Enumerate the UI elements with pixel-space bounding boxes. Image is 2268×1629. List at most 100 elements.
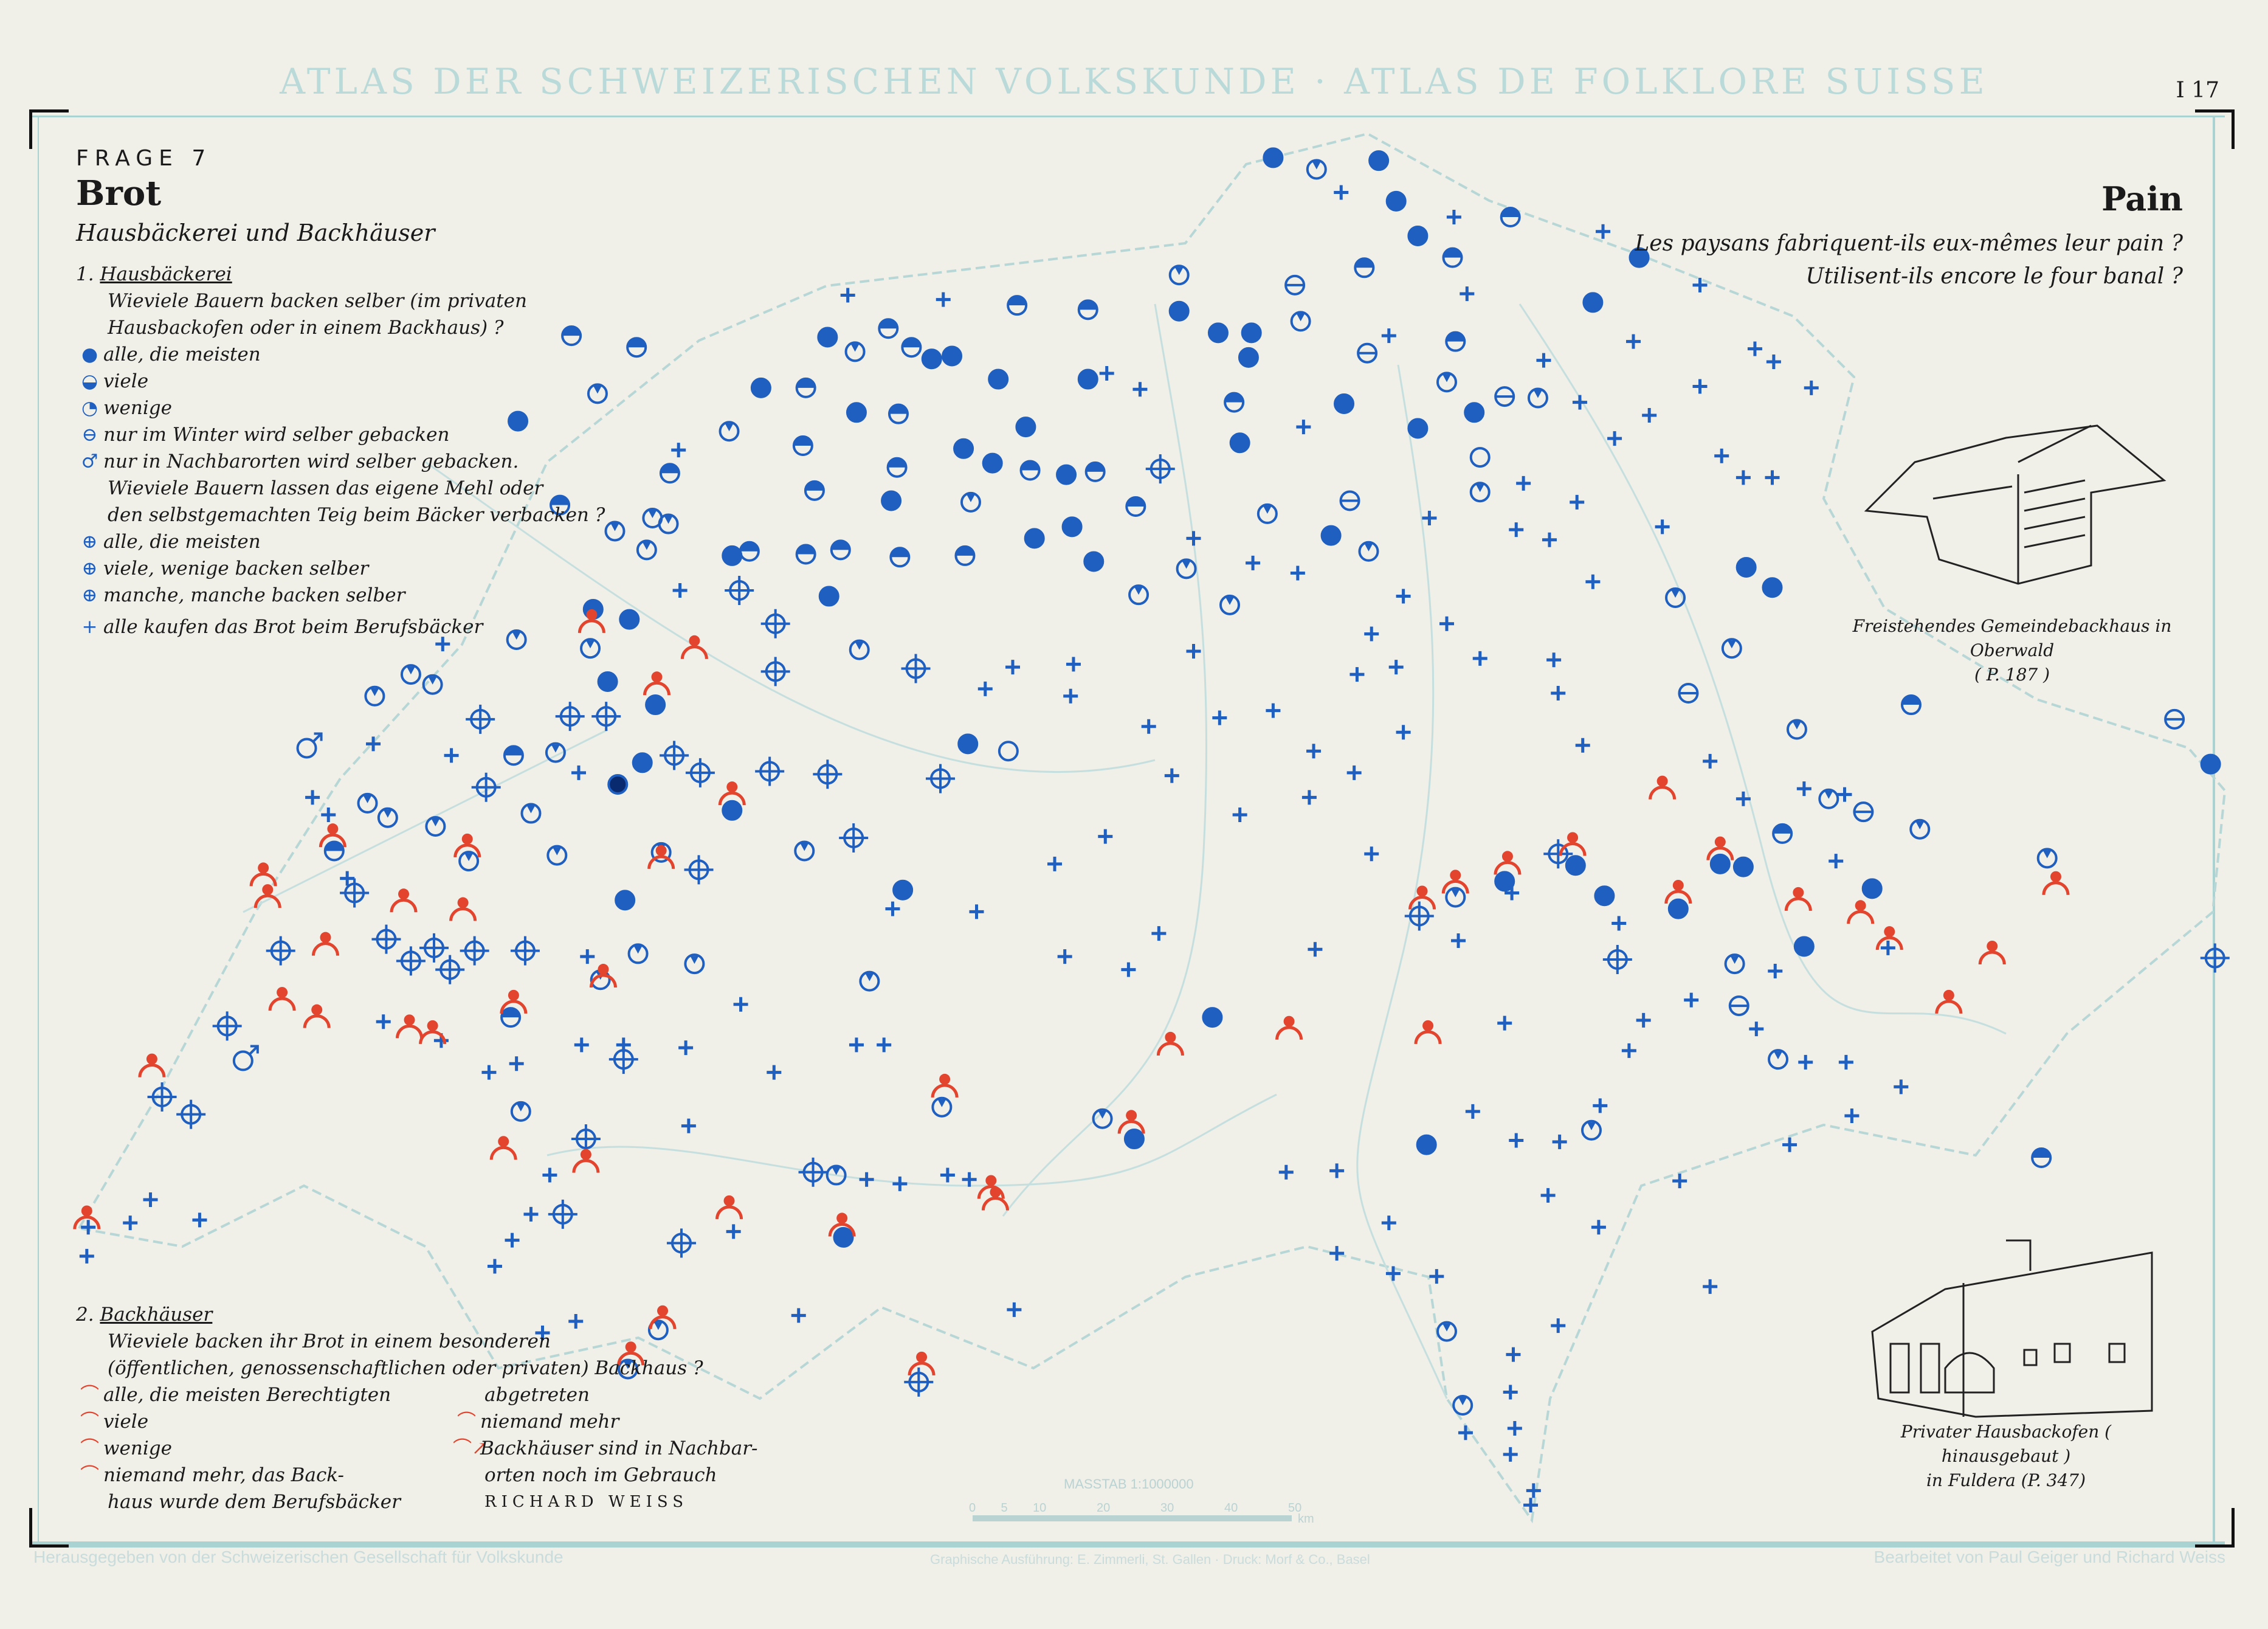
marker-buy-bread-icon bbox=[509, 1056, 524, 1071]
marker-many-bake-icon bbox=[550, 494, 571, 516]
marker-baker-crosshair-icon bbox=[340, 878, 370, 908]
marker-dark-circle-icon bbox=[607, 773, 629, 795]
marker-buy-bread-icon bbox=[1446, 210, 1461, 224]
marker-few-bake-icon bbox=[400, 664, 421, 685]
marker-buy-bread-icon bbox=[1266, 703, 1281, 718]
marker-bakehouse-icon bbox=[680, 635, 708, 659]
section-number: 1. bbox=[76, 263, 94, 285]
marker-buy-bread-icon bbox=[1766, 355, 1781, 369]
marker-bakehouse-icon bbox=[1875, 926, 1903, 950]
river bbox=[1518, 303, 2007, 1035]
marker-buy-bread-icon bbox=[1703, 1279, 1718, 1294]
marker-buy-bread-icon bbox=[535, 1325, 550, 1340]
marker-buy-bread-icon bbox=[1607, 431, 1622, 446]
marker-bakehouse-icon bbox=[572, 1149, 600, 1173]
marker-buy-bread-icon bbox=[444, 748, 459, 763]
atlas-title: ATLAS DER SCHWEIZERISCHEN VOLKSKUNDE · A… bbox=[280, 61, 1988, 102]
marker-bakehouse-icon bbox=[643, 671, 671, 696]
legend-question: Hausbackofen oder in einem Backhaus) ? bbox=[108, 317, 504, 339]
marker-baker-crosshair-icon bbox=[212, 1011, 242, 1041]
marker-all-bake-icon bbox=[1015, 417, 1036, 438]
marker-few-bake-icon bbox=[1092, 1108, 1113, 1129]
marker-all-bake-icon bbox=[1229, 432, 1250, 454]
marker-buy-bread-icon bbox=[936, 292, 951, 307]
marker-all-bake-icon bbox=[1061, 516, 1083, 538]
marker-buy-bread-icon bbox=[1672, 1174, 1687, 1189]
marker-buy-bread-icon bbox=[1132, 382, 1148, 397]
marker-buy-bread-icon bbox=[1458, 1425, 1473, 1441]
marker-buy-bread-icon bbox=[1429, 1269, 1444, 1284]
marker-buy-bread-icon bbox=[1278, 1164, 1294, 1180]
marker-few-bake-icon bbox=[520, 803, 542, 824]
caption-line: Freistehendes Gemeindebackhaus in Oberwa… bbox=[1852, 616, 2172, 660]
marker-buy-bread-icon bbox=[1546, 652, 1562, 668]
marker-buy-bread-icon bbox=[1460, 286, 1475, 302]
legend-question: Wieviele Bauern backen selber (im privat… bbox=[108, 290, 527, 312]
legend-label: manche, manche backen selber bbox=[103, 584, 405, 606]
marker-bakehouse-icon bbox=[319, 823, 346, 848]
marker-few-bake-icon bbox=[510, 1101, 531, 1122]
marker-many-bake-icon bbox=[1019, 460, 1041, 481]
marker-buy-bread-icon bbox=[1593, 1098, 1608, 1113]
marker-bakehouse-icon bbox=[2042, 871, 2070, 895]
marker-buy-bread-icon bbox=[1349, 667, 1365, 682]
legend-label: alle, die meisten bbox=[103, 344, 261, 365]
marker-few-bake-icon bbox=[960, 491, 981, 513]
legend-item: ♂ nur in Nachbarorten wird selber gebacke… bbox=[76, 448, 605, 475]
marker-buy-bread-icon bbox=[1232, 807, 1247, 822]
marker-buy-bread-icon bbox=[79, 1248, 94, 1264]
marker-all-bake-icon bbox=[817, 327, 838, 348]
marker-buy-bread-icon bbox=[940, 1167, 955, 1183]
marker-buy-bread-icon bbox=[1057, 949, 1072, 964]
section-heading: Backhäuser bbox=[100, 1304, 213, 1326]
marker-all-bake-icon bbox=[921, 348, 942, 370]
marker-buy-bread-icon bbox=[1329, 1246, 1345, 1261]
marker-many-bake-icon bbox=[1007, 295, 1028, 316]
marker-buy-bread-icon bbox=[767, 1065, 782, 1080]
marker-all-bake-icon bbox=[1582, 292, 1604, 313]
legend-item: ● alle, die meisten bbox=[76, 341, 605, 368]
marker-buy-bread-icon bbox=[481, 1065, 497, 1080]
legend-label: viele, wenige backen selber bbox=[103, 558, 369, 579]
marker-buy-bread-icon bbox=[1497, 1015, 1512, 1031]
marker-buy-bread-icon bbox=[1329, 1163, 1345, 1178]
scale-tick: 30 bbox=[1160, 1501, 1174, 1515]
marker-baker-crosshair-icon bbox=[1543, 839, 1573, 869]
marker-many-bake-icon bbox=[1125, 496, 1146, 517]
marker-all-bake-icon bbox=[818, 586, 839, 607]
marker-all-bake-icon bbox=[942, 345, 963, 367]
marker-buy-bread-icon bbox=[574, 1037, 589, 1053]
marker-buy-bread-icon bbox=[81, 1220, 96, 1235]
caption-line: Privater Hausbackofen ( hinausgebaut ) bbox=[1900, 1422, 2112, 1466]
marker-all-bake-icon bbox=[1320, 525, 1342, 546]
marker-buy-bread-icon bbox=[1186, 644, 1201, 659]
marker-baker-crosshair-icon bbox=[591, 702, 621, 731]
marker-buy-bread-icon bbox=[1063, 688, 1078, 704]
marker-buy-bread-icon bbox=[1768, 963, 1783, 978]
marker-all-bake-icon bbox=[1861, 878, 1883, 899]
marker-baker-crosshair-icon bbox=[813, 759, 843, 789]
section-heading: Hausbäckerei bbox=[100, 263, 232, 285]
legend-item: ⊖ nur im Winter wird selber gebacken bbox=[76, 421, 605, 448]
marker-all-bake-icon bbox=[988, 368, 1009, 390]
marker-baker-crosshair-icon bbox=[176, 1099, 206, 1129]
marker-few-bake-icon bbox=[1358, 541, 1379, 562]
marker-all-bake-icon bbox=[1385, 190, 1407, 212]
marker-bakehouse-icon bbox=[390, 888, 418, 913]
marker-all-bake-icon bbox=[1024, 528, 1045, 549]
marker-many-bake-icon bbox=[888, 403, 909, 424]
marker-buy-bread-icon bbox=[1838, 1054, 1853, 1070]
marker-buy-bread-icon bbox=[1516, 476, 1531, 491]
marker-many-bake-icon bbox=[878, 318, 899, 339]
marker-buy-bread-icon bbox=[1164, 768, 1179, 783]
marker-all-bake-icon bbox=[892, 879, 914, 901]
marker-few-bake-icon bbox=[1469, 482, 1491, 503]
marker-buy-bread-icon bbox=[1186, 531, 1201, 546]
marker-baker-crosshair-icon bbox=[926, 764, 955, 794]
marker-buy-bread-icon bbox=[962, 1172, 977, 1187]
marker-buy-bread-icon bbox=[1439, 616, 1454, 631]
marker-baker-crosshair-icon bbox=[548, 1199, 577, 1229]
marker-few-bake-icon bbox=[580, 638, 601, 659]
marker-bakehouse-icon bbox=[1935, 989, 1963, 1014]
marker-buy-bread-icon bbox=[1301, 790, 1317, 805]
